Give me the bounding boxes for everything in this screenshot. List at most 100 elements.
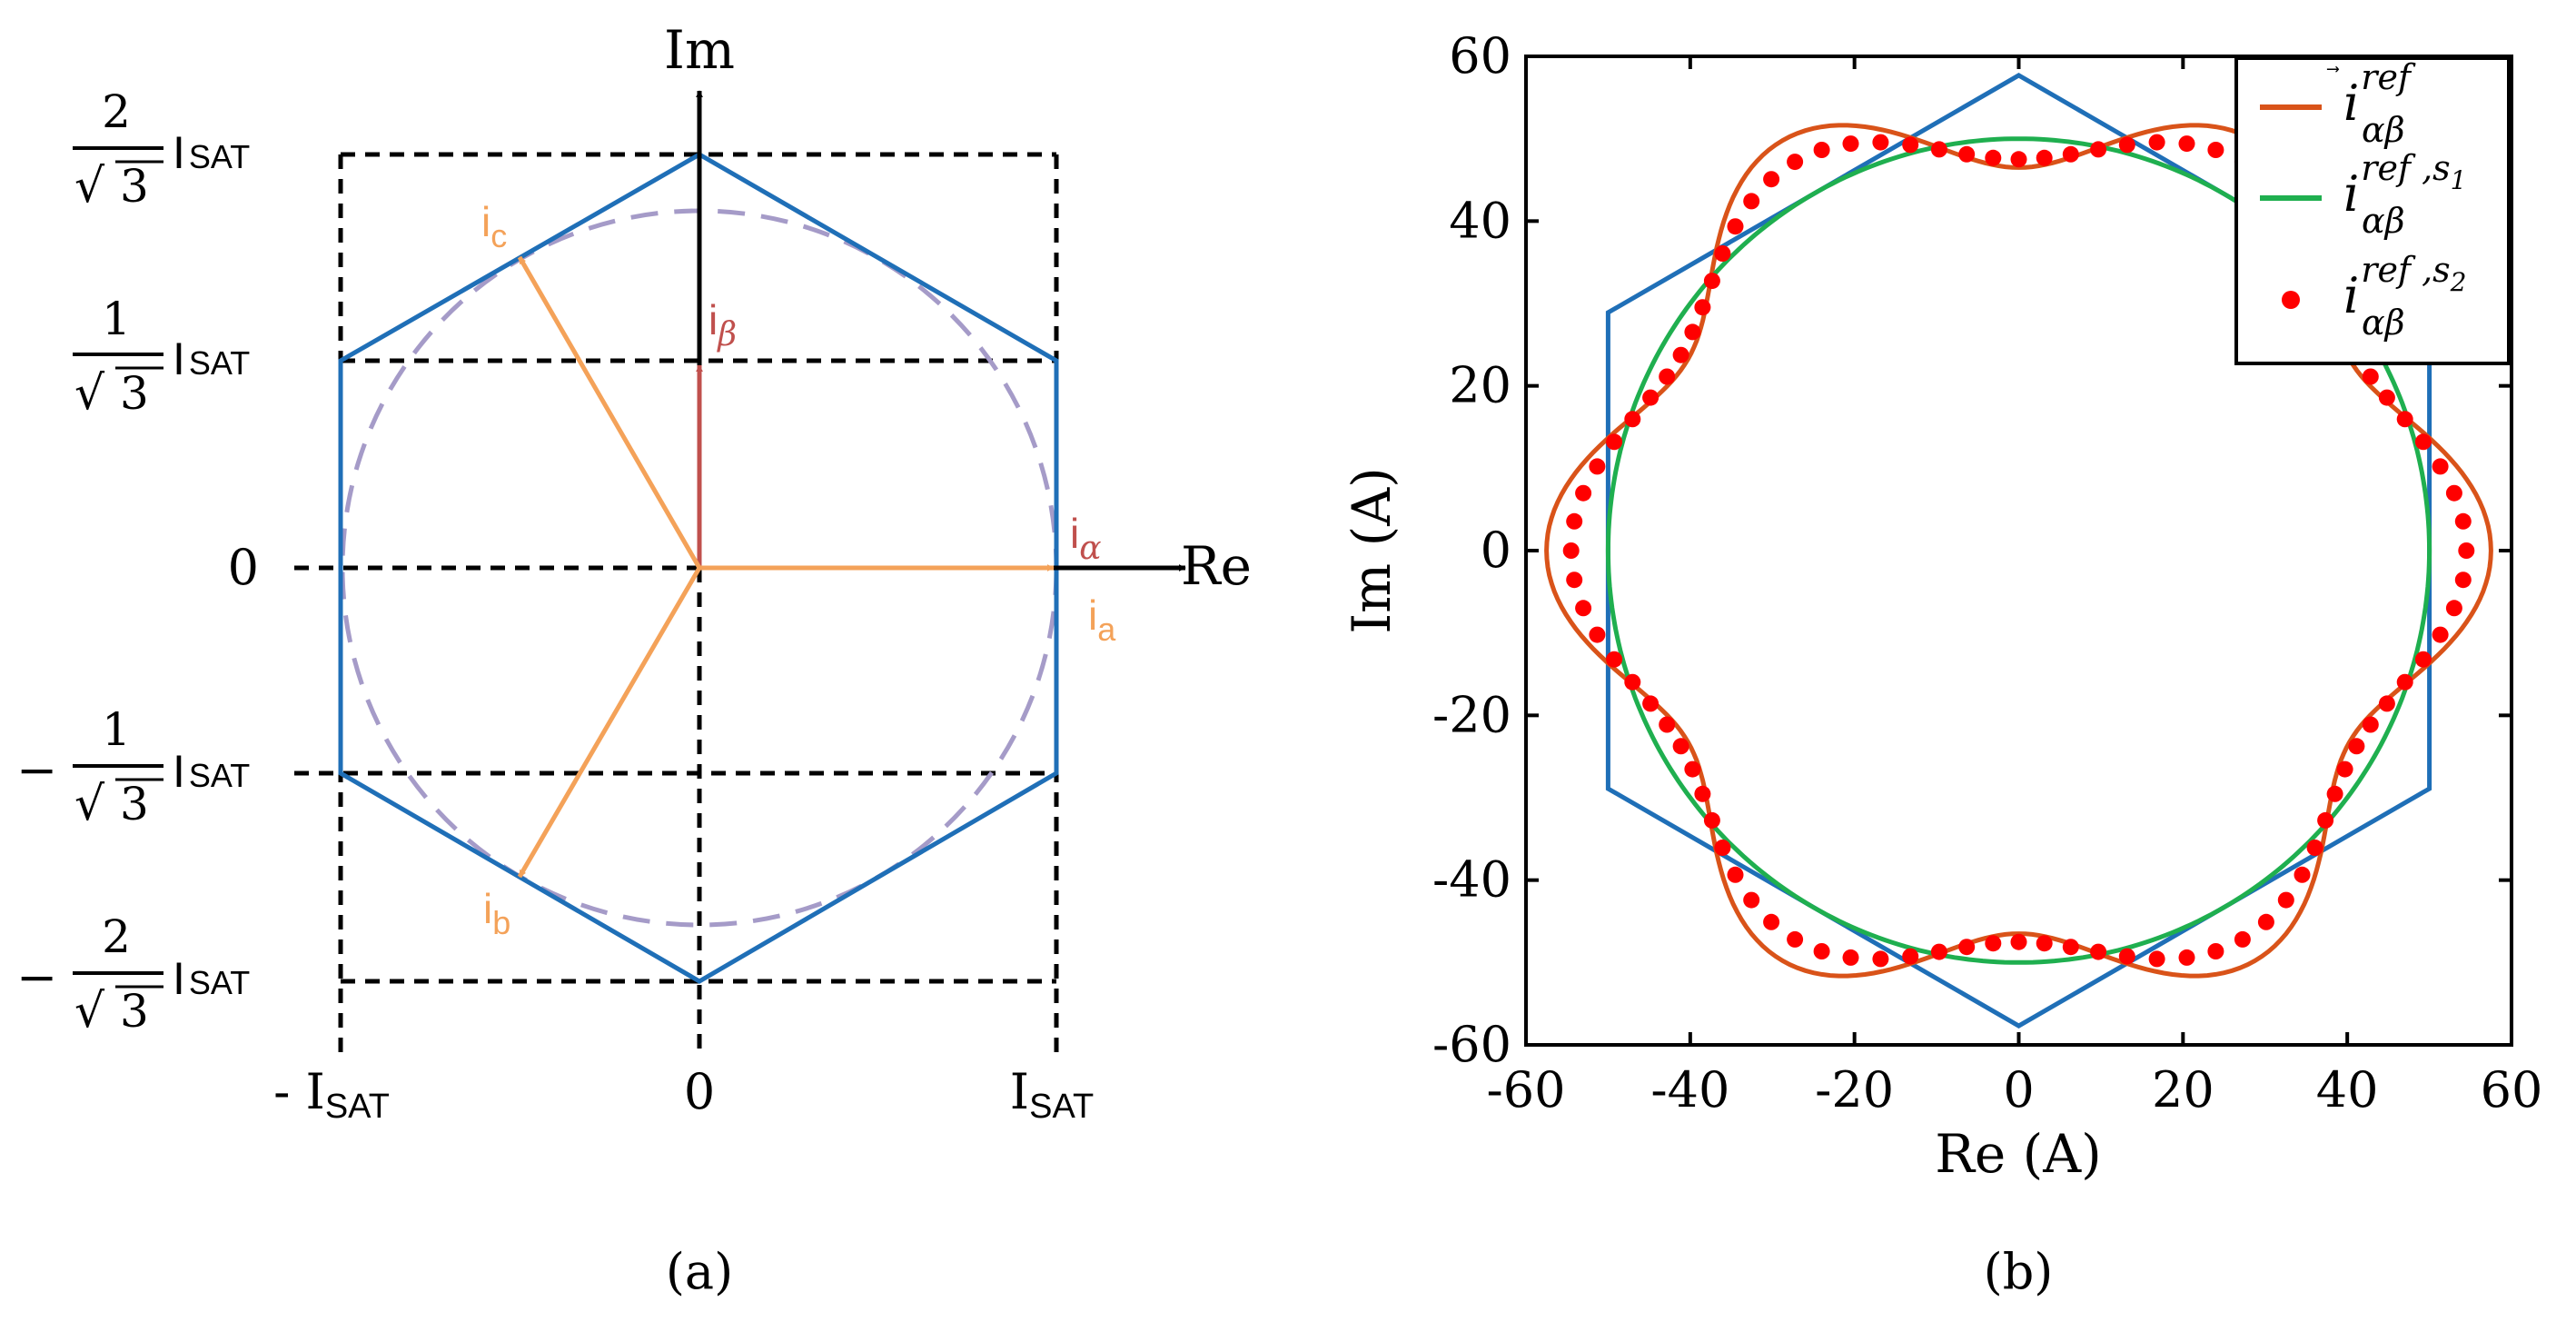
marker-point <box>1763 913 1780 930</box>
legend-text-ref-s2: iref ,s2 αβ <box>2343 250 2467 343</box>
marker-point <box>2445 484 2462 502</box>
marker-point <box>2458 542 2475 559</box>
x-tick-label: 0 <box>2003 1061 2034 1118</box>
marker-point <box>2207 943 2224 959</box>
x-tick-isat: ISAT <box>1010 1063 1094 1126</box>
marker-point <box>1575 484 1592 502</box>
x-axis-label: Re (A) <box>1935 1123 2102 1185</box>
marker-point <box>1566 512 1583 530</box>
marker-point <box>2062 939 2079 956</box>
marker-point <box>1659 716 1676 733</box>
marker-point <box>1787 154 1804 171</box>
x-tick-zero: 0 <box>684 1063 715 1120</box>
marker-point <box>1589 626 1606 643</box>
marker-point <box>2362 716 2379 733</box>
y-tick-2-isat: I SAT <box>173 127 250 178</box>
marker-point <box>2294 866 2311 883</box>
marker-point <box>2178 135 2195 153</box>
marker-point <box>1958 939 1976 956</box>
marker-point <box>2396 673 2413 691</box>
x-tick-label: 20 <box>2152 1061 2214 1118</box>
marker-point <box>2178 949 2195 966</box>
re-axis-label: Re <box>1181 535 1252 597</box>
marker-point <box>2090 141 2107 158</box>
ialpha-label: iα <box>1070 510 1102 567</box>
marker-point <box>2062 145 2079 163</box>
marker-point <box>1575 600 1592 617</box>
marker-point <box>1813 142 1830 158</box>
marker-point <box>1606 651 1623 668</box>
marker-point <box>2207 142 2224 158</box>
marker-point <box>2396 411 2413 428</box>
marker-point <box>2378 695 2395 712</box>
x-tick-label: 40 <box>2316 1061 2379 1118</box>
marker-point <box>1684 760 1701 778</box>
marker-point <box>1958 145 1976 163</box>
y-tick-neg2-sqrt-sign: √ <box>74 984 105 1039</box>
marker-point <box>1872 950 1889 968</box>
y-tick-2-sqrt3: 2 √ 3 I SAT <box>73 85 250 214</box>
marker-point <box>2036 149 2053 166</box>
ic-label: ic <box>481 198 507 254</box>
y-tick-label: 0 <box>1481 522 1511 579</box>
marker-point <box>1642 695 1660 712</box>
marker-point <box>2118 136 2135 154</box>
y-tick-2-sqrt-sign: √ <box>74 159 105 214</box>
marker-point <box>1787 930 1804 948</box>
marker-point <box>2118 948 2135 965</box>
marker-point <box>1694 785 1711 802</box>
ic-vector <box>517 255 702 570</box>
y-tick-label: -20 <box>1432 686 1511 743</box>
y-tick-2-den: 3 <box>120 160 149 213</box>
marker-point <box>2036 935 2053 952</box>
x-tick-neg-isat: - ISAT <box>273 1063 390 1126</box>
y-tick-neg1-sqrt3: − 1 √ 3 I SAT <box>16 703 250 831</box>
marker-point <box>2414 433 2432 451</box>
marker-point <box>1985 935 2002 952</box>
y-tick-label: 60 <box>1449 27 1511 84</box>
y-tick-label: 40 <box>1449 192 1511 249</box>
y-tick-neg1-den: 3 <box>120 778 149 830</box>
marker-point <box>1902 136 1919 154</box>
marker-point <box>1842 949 1859 966</box>
panel-a: Im Re ic ib ia iα iβ - ISAT 0 ISAT 2 √ 3… <box>16 19 1252 1300</box>
marker-point <box>1566 572 1583 589</box>
marker-point <box>1642 389 1660 406</box>
x-tick-label: 60 <box>2481 1061 2543 1118</box>
marker-point <box>1714 840 1731 856</box>
marker-point <box>1842 135 1859 153</box>
legend-swatch-ref-s2 <box>2282 291 2300 309</box>
marker-point <box>1672 346 1689 363</box>
caption-a: (a) <box>666 1243 733 1300</box>
y-tick-1-den: 3 <box>120 367 149 420</box>
marker-point <box>2348 738 2365 755</box>
marker-point <box>1930 141 1947 158</box>
marker-point <box>2148 134 2165 151</box>
y-tick-label: -40 <box>1432 851 1511 909</box>
marker-point <box>1727 218 1744 235</box>
y-tick-zero: 0 <box>228 539 259 596</box>
y-tick-2-num: 2 <box>102 85 131 138</box>
marker-point <box>1659 368 1676 385</box>
x-tick-label: -40 <box>1650 1061 1729 1118</box>
legend-text-ref-s1: iref ,s1 αβ <box>2343 148 2467 241</box>
marker-point <box>1694 299 1711 316</box>
marker-point <box>1985 149 2002 166</box>
marker-point <box>1589 458 1606 475</box>
y-tick-neg2-den: 3 <box>120 985 149 1038</box>
hexagon-limit <box>338 152 1059 984</box>
marker-point <box>1703 811 1720 829</box>
ib-vector <box>517 566 702 879</box>
marker-point <box>1902 948 1919 965</box>
marker-point <box>1930 943 1947 960</box>
axis-ticks: -60 -40 -20 0 20 40 60 -60 -40 -20 0 20 40 60 <box>1432 27 2542 1118</box>
marker-point <box>1813 943 1830 959</box>
y-tick-neg2-isat: I SAT <box>173 953 250 1004</box>
marker-point <box>2277 891 2294 909</box>
marker-point <box>2090 943 2107 960</box>
marker-point <box>1672 738 1689 755</box>
marker-point <box>1703 273 1720 290</box>
marker-point <box>1727 866 1744 883</box>
